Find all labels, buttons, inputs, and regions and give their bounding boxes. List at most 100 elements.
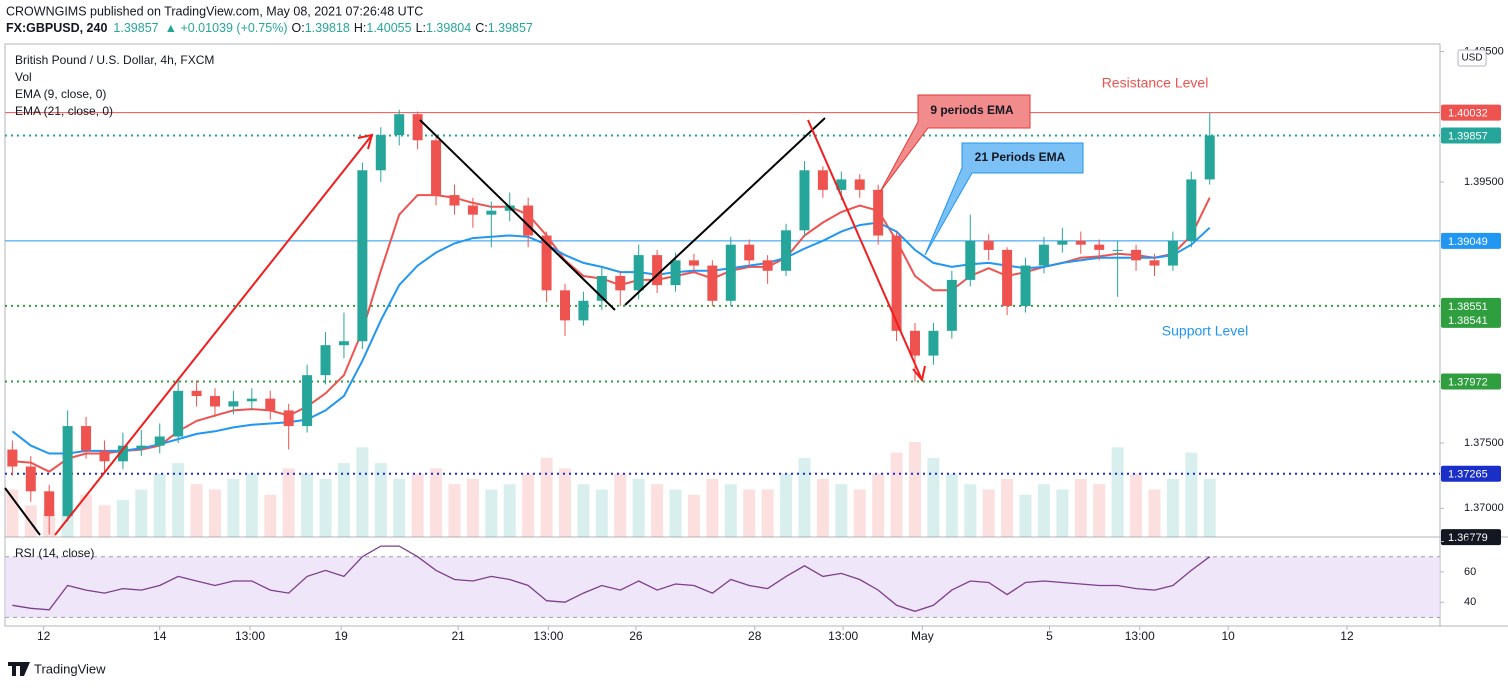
ohlc-v: 1.39857 xyxy=(488,21,533,35)
volume-bar xyxy=(264,494,277,537)
volume-bar xyxy=(1074,478,1087,537)
candle-body xyxy=(781,230,792,271)
level-label-bg xyxy=(1441,529,1501,546)
candle-body xyxy=(486,210,497,215)
rsi-line xyxy=(12,545,1211,612)
volume-bar xyxy=(1056,489,1069,537)
x-tick-label: 14 xyxy=(153,629,167,643)
volume-bar xyxy=(1111,447,1124,537)
level-label-bg xyxy=(1441,104,1501,121)
callout xyxy=(879,94,1031,193)
ohlc-k: C: xyxy=(475,21,488,35)
x-tick-label: May xyxy=(911,629,934,643)
callout-text: 21 Periods EMA xyxy=(975,150,1066,164)
candle-body xyxy=(652,255,663,286)
volume-bar xyxy=(964,484,977,537)
ohlc-k: L: xyxy=(416,21,426,35)
ohlc-v: 1.40055 xyxy=(366,21,411,35)
candle-body xyxy=(191,390,202,397)
candle-body xyxy=(117,445,128,462)
candle-body xyxy=(707,265,718,301)
volume-bar xyxy=(430,468,443,537)
candle-body xyxy=(7,449,18,467)
callout-text: 9 periods EMA xyxy=(930,103,1014,117)
candle-body xyxy=(81,426,92,451)
candle-body xyxy=(338,341,349,346)
candle-body xyxy=(965,240,976,280)
volume-bar xyxy=(356,447,369,537)
candle-body xyxy=(375,135,386,171)
volume-bar xyxy=(190,484,203,537)
volume-bar xyxy=(614,473,627,537)
publisher-line: CROWNGIMS published on TradingView.com, … xyxy=(6,4,423,18)
candle-body xyxy=(283,410,294,427)
legend-entry: EMA (9, close, 0) xyxy=(15,87,106,101)
candle-body xyxy=(910,330,920,356)
x-tick-label: 28 xyxy=(748,629,762,643)
candle-body xyxy=(1167,240,1178,266)
level-label: 1.36779 xyxy=(1448,532,1488,544)
volume-bar xyxy=(798,457,811,537)
rsi-title: RSI (14, close) xyxy=(15,546,94,560)
volume-bar xyxy=(448,484,461,537)
volume-bar xyxy=(835,484,848,537)
volume-bar xyxy=(816,478,829,537)
ema-line xyxy=(12,194,1211,473)
volume-bar xyxy=(80,494,93,537)
symbol-line: FX:GBPUSD, 240 1.39857 ▲ +0.01039 (+0.75%)… xyxy=(6,21,533,35)
legend-entry: EMA (21, close, 0) xyxy=(15,104,113,118)
candle-body xyxy=(246,398,257,402)
candle-body xyxy=(873,189,884,236)
volume-bar xyxy=(1148,489,1161,537)
candle-body xyxy=(560,290,570,321)
candle-body xyxy=(670,260,681,286)
volume-bar xyxy=(872,473,885,537)
volume-bar xyxy=(651,484,664,537)
y-tick-label: 1.37500 xyxy=(1464,437,1504,449)
candle-body xyxy=(467,205,478,215)
x-tick-label: 10 xyxy=(1221,629,1235,643)
candle-body xyxy=(615,275,626,291)
candle-body xyxy=(1038,244,1049,266)
support-label: Support Level xyxy=(1162,323,1248,339)
candle-body xyxy=(1112,249,1123,251)
candle-body xyxy=(1020,265,1031,307)
candle-body xyxy=(412,114,423,141)
candle-body xyxy=(633,255,644,291)
candle-body xyxy=(854,179,865,190)
y-tick-label: 1.37000 xyxy=(1464,502,1504,514)
candle-body xyxy=(541,235,552,291)
candle-body xyxy=(725,244,736,301)
candle-body xyxy=(578,300,589,321)
volume-bar xyxy=(393,478,406,537)
candle-body xyxy=(1094,244,1105,250)
volume-bar xyxy=(706,478,719,537)
candle-body xyxy=(1204,135,1215,180)
candle-body xyxy=(946,279,957,331)
level-label: 1.40032 xyxy=(1448,108,1488,120)
volume-bar xyxy=(577,484,590,537)
x-tick-label: 5 xyxy=(1046,629,1053,643)
level-label: 1.37265 xyxy=(1448,469,1488,481)
candle-body xyxy=(99,450,110,462)
candle-body xyxy=(154,436,165,446)
last-price: 1.39857 xyxy=(113,21,158,35)
volume-bar xyxy=(282,468,295,537)
candle-body xyxy=(173,390,184,437)
currency: USD xyxy=(1461,53,1482,64)
level-label-bg xyxy=(1441,311,1501,328)
volume-bar xyxy=(761,489,774,537)
volume-bar xyxy=(1093,484,1106,537)
trend-arrow xyxy=(54,134,373,536)
volume-bar xyxy=(153,473,166,537)
footer: TradingView xyxy=(34,661,106,676)
callout xyxy=(924,142,1084,256)
level-label: 1.38541 xyxy=(1448,315,1488,327)
candle-body xyxy=(1075,240,1086,245)
trend-arrow xyxy=(807,119,923,381)
volume-bar xyxy=(595,489,608,537)
candle-body xyxy=(320,345,331,376)
candle-body xyxy=(817,170,828,190)
level-label-bg xyxy=(1441,232,1501,249)
candle-body xyxy=(228,401,239,407)
